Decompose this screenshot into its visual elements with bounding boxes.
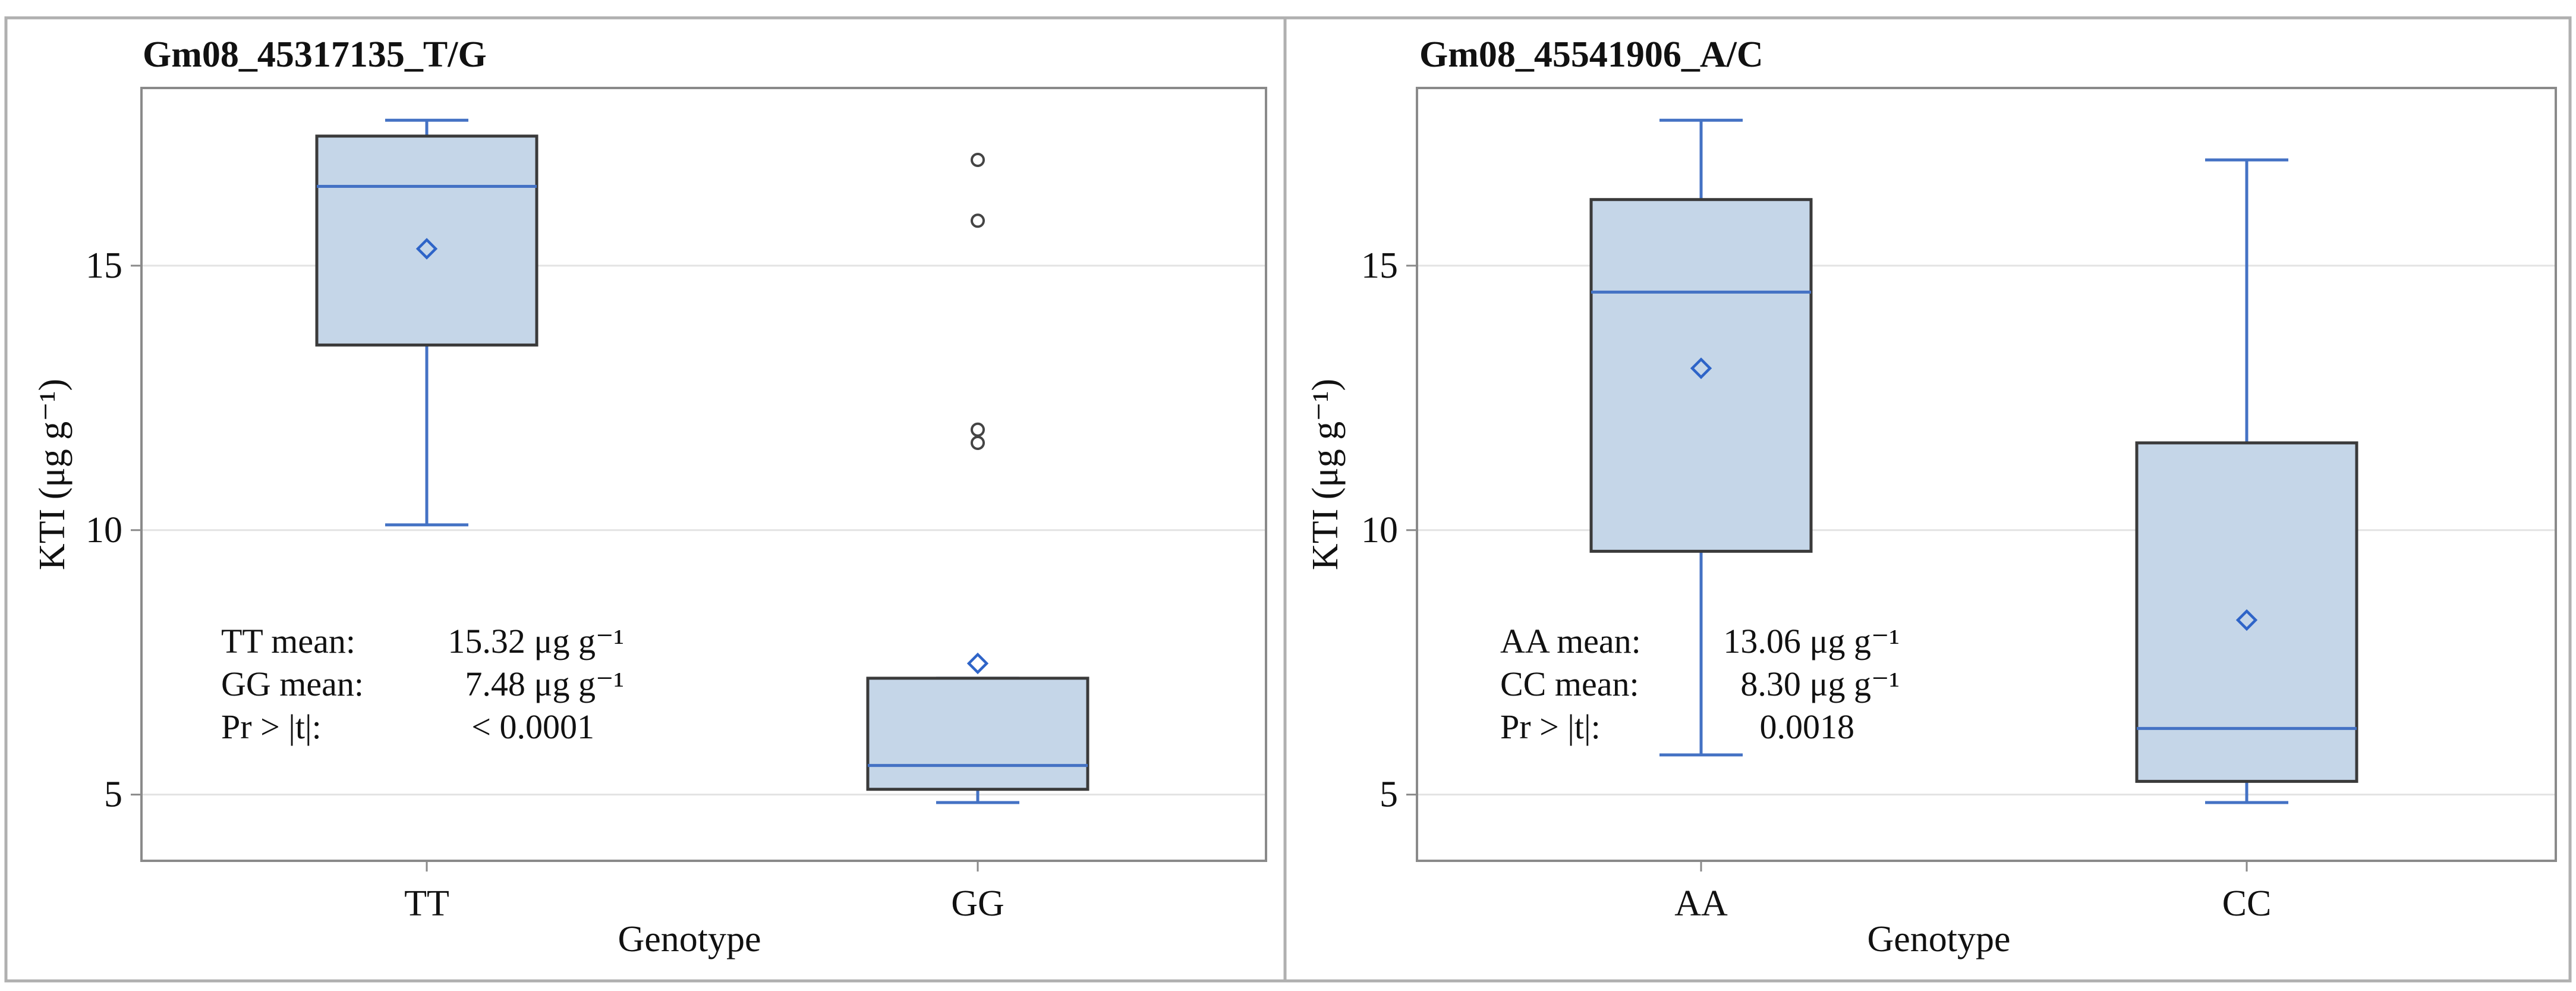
x-tick-label-AA: AA bbox=[1674, 883, 1728, 924]
y-tick-label: 5 bbox=[1380, 775, 1398, 815]
panel-2-stat-value-1: 13.06 μg g⁻¹ bbox=[1723, 622, 1900, 660]
panel-1-stat-label-2: GG mean: bbox=[221, 665, 364, 703]
x-tick-label-CC: CC bbox=[2222, 883, 2272, 924]
panel-1-stat-value-2: 7.48 μg g⁻¹ bbox=[465, 665, 624, 703]
x-tick-label-TT: TT bbox=[404, 883, 449, 924]
outlier-point bbox=[971, 152, 985, 167]
panel-2-border bbox=[1283, 16, 2572, 983]
mean-marker bbox=[2235, 609, 2258, 631]
panel-1-plot bbox=[315, 118, 1089, 804]
panel-2-stat-value-3: 0.0018 bbox=[1760, 707, 1855, 746]
panel-2-stats: AA mean: 13.06 μg g⁻¹ CC mean: 8.30 μg g… bbox=[1500, 622, 1900, 746]
panel-1: Gm08_45317135_T/G 5 10 15 TT GG Genotype KT… bbox=[4, 16, 1287, 983]
panel-1-title: Gm08_45317135_T/G bbox=[143, 34, 487, 75]
panel-1-border bbox=[4, 16, 1287, 983]
panel-1-y-ticks: 5 10 15 bbox=[86, 246, 141, 815]
panel-2-x-ticks: AA CC bbox=[1674, 861, 2271, 924]
panel-1-plot-frame bbox=[140, 87, 1267, 862]
y-tick-label: 5 bbox=[104, 775, 122, 815]
outlier-point bbox=[971, 213, 985, 228]
panel-1-stat-label-1: TT mean: bbox=[221, 622, 355, 660]
panel-1-x-axis-label: Genotype bbox=[618, 919, 761, 959]
panel-2-x-axis-label: Genotype bbox=[1867, 919, 2010, 959]
mean-marker bbox=[966, 652, 989, 675]
y-tick-label: 15 bbox=[86, 246, 122, 286]
panel-2-title: Gm08_45541906_A/C bbox=[1419, 34, 1763, 75]
panel-2-stat-value-2: 8.30 μg g⁻¹ bbox=[1740, 665, 1900, 703]
panel-1-stat-value-3: < 0.0001 bbox=[471, 707, 594, 746]
panel-2-stat-label-3: Pr > |t|: bbox=[1500, 707, 1601, 746]
outlier-point bbox=[971, 422, 985, 437]
panel-2-y-ticks: 5 10 15 bbox=[1361, 246, 1417, 815]
panel-2-plot-frame bbox=[1416, 87, 2557, 862]
panel-1-x-ticks: TT GG bbox=[404, 861, 1004, 924]
panel-1-stat-label-3: Pr > |t|: bbox=[221, 707, 322, 746]
panel-2-stat-label-2: CC mean: bbox=[1500, 665, 1639, 703]
y-tick-label: 15 bbox=[1361, 246, 1398, 286]
mean-marker bbox=[415, 238, 438, 260]
outlier-point bbox=[971, 435, 985, 450]
panel-2-plot bbox=[1589, 118, 2358, 804]
panel-1-stat-value-1: 15.32 μg g⁻¹ bbox=[448, 622, 624, 660]
panel-2-y-axis-label: KTI (μg g⁻¹) bbox=[1305, 379, 1346, 570]
y-tick-label: 10 bbox=[1361, 510, 1398, 550]
panel-1-stats: TT mean: 15.32 μg g⁻¹ GG mean: 7.48 μg g… bbox=[221, 622, 624, 746]
box-GG bbox=[866, 677, 1089, 791]
panel-2: Gm08_45541906_A/C 5 10 15 AA CC Genotype KT… bbox=[1283, 16, 2572, 983]
y-tick-label: 10 bbox=[86, 510, 122, 550]
panel-2-stat-label-1: AA mean: bbox=[1500, 622, 1641, 660]
mean-marker bbox=[1690, 357, 1712, 379]
panel-1-y-axis-label: KTI (μg g⁻¹) bbox=[32, 379, 73, 570]
x-tick-label-GG: GG bbox=[951, 883, 1004, 924]
